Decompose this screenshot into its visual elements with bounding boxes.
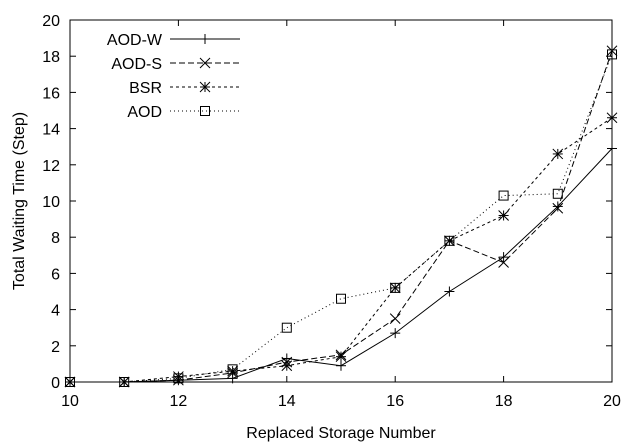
y-tick-label: 4 [51,303,60,320]
data-point [281,360,293,372]
data-point [390,282,401,293]
y-tick-label: 18 [42,49,60,66]
y-tick-label: 20 [42,13,60,30]
data-point [552,201,563,212]
series-aod-w [65,143,617,387]
data-point [336,293,346,304]
y-tick-label: 6 [51,266,60,283]
y-tick-label: 14 [42,122,60,139]
x-tick-label: 20 [603,393,621,410]
legend-marker [199,81,211,93]
data-point [552,202,564,214]
y-tick-label: 8 [51,230,60,247]
y-tick-label: 12 [42,158,60,175]
legend: AOD-W AOD-S BSR AOD [107,32,240,121]
data-point [498,257,509,268]
legend-label: AOD-W [107,32,163,49]
data-point [444,286,455,297]
series-line [70,148,613,383]
x-tick-label: 12 [170,393,188,410]
legend-label: BSR [129,80,162,97]
x-tick-label: 14 [278,393,296,410]
data-point [390,328,401,339]
x-tick-label: 16 [386,393,404,410]
y-tick-label: 16 [42,85,60,102]
plot-frame [69,19,613,383]
series-line [70,117,613,383]
data-point [498,190,509,201]
data-point [498,210,509,221]
data-point [552,148,564,160]
data-point [335,351,347,363]
data-point [552,188,563,199]
y-tick-label: 10 [42,194,60,211]
legend-item: AOD-S [111,56,240,73]
data-point [389,313,401,325]
series-line [70,50,613,383]
y-tick-label: 2 [51,339,60,356]
data-point [281,322,292,333]
series-aod [65,49,617,387]
y-tick-label: 0 [51,375,60,392]
series-layer [64,45,618,388]
data-point [173,373,184,384]
legend-marker [199,57,211,69]
series-bsr [64,112,618,388]
legend-item: AOD-W [107,32,240,49]
legend-label: AOD-S [111,56,162,73]
y-axis-label: Total Waiting Time (Step) [11,112,28,290]
data-point [336,360,346,371]
legend-marker [200,106,210,116]
data-point [227,364,238,375]
legend-marker [200,34,210,44]
legend-label: AOD [127,104,162,121]
data-point [227,365,238,377]
x-axis-label: Replaced Storage Number [246,425,436,442]
legend-item: BSR [129,80,240,97]
data-point [173,371,184,382]
data-point [444,235,455,246]
data-point [498,252,509,263]
x-tick-label: 18 [495,393,513,410]
x-tick-label: 10 [61,393,79,410]
legend-item: AOD [127,104,240,121]
